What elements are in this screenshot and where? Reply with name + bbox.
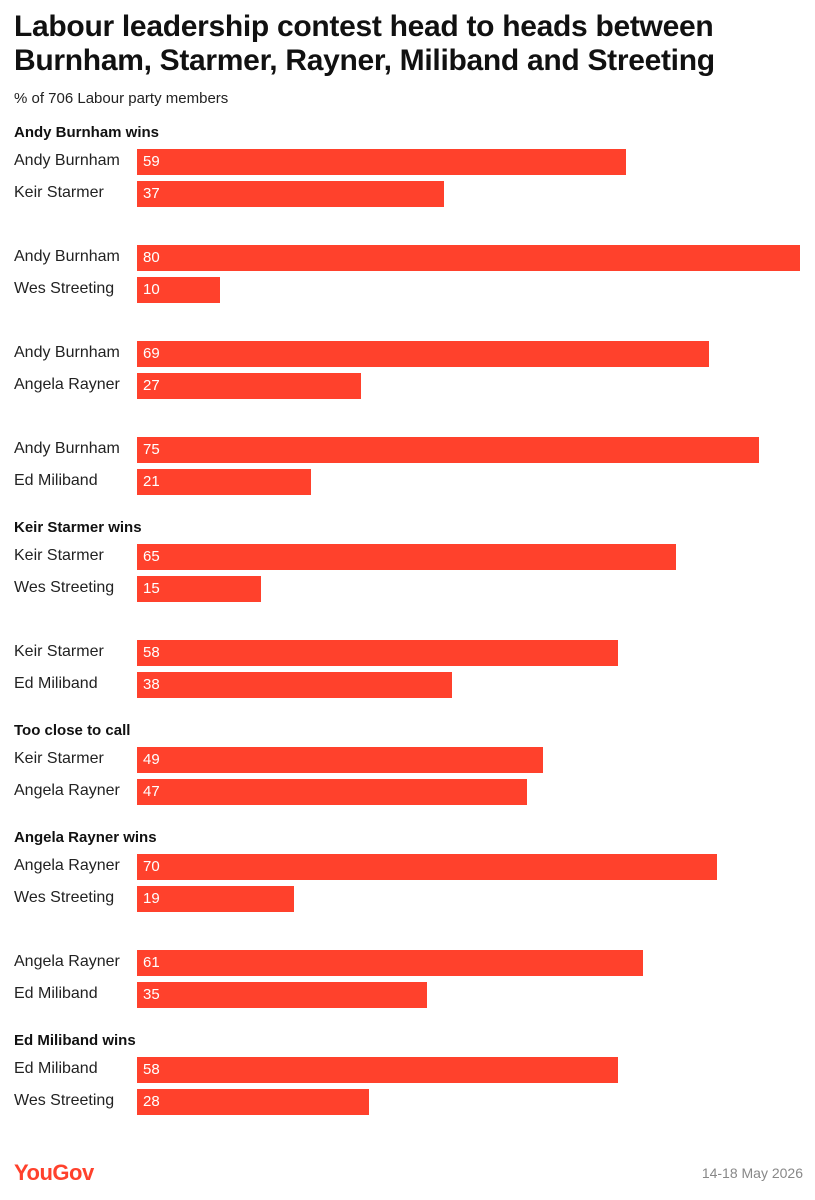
bar-value-label: 37 bbox=[143, 185, 160, 202]
candidate-label: Keir Starmer bbox=[14, 750, 104, 767]
bar bbox=[137, 277, 220, 303]
fieldwork-date: 14-18 May 2026 bbox=[701, 1165, 803, 1181]
bar bbox=[137, 341, 709, 367]
candidate-label: Ed Miliband bbox=[14, 1060, 98, 1077]
candidate-label: Angela Rayner bbox=[14, 857, 120, 874]
bar bbox=[137, 854, 717, 880]
bar bbox=[137, 469, 311, 495]
candidate-label: Wes Streeting bbox=[14, 579, 115, 596]
candidate-label: Keir Starmer bbox=[14, 643, 104, 660]
bar-value-label: 35 bbox=[143, 986, 160, 1003]
group-heading: Keir Starmer wins bbox=[14, 519, 142, 536]
candidate-label: Ed Miliband bbox=[14, 472, 98, 489]
bar-value-label: 80 bbox=[143, 249, 160, 266]
bar-value-label: 27 bbox=[143, 377, 160, 394]
candidate-label: Keir Starmer bbox=[14, 547, 104, 564]
bar-value-label: 38 bbox=[143, 676, 160, 693]
bar-value-label: 65 bbox=[143, 548, 160, 565]
candidate-label: Wes Streeting bbox=[14, 889, 115, 906]
bar bbox=[137, 1089, 369, 1115]
footer: YouGov 14-18 May 2026 bbox=[0, 1150, 815, 1200]
yougov-logo: YouGov bbox=[14, 1160, 94, 1185]
bar-value-label: 10 bbox=[143, 281, 160, 298]
bar bbox=[137, 149, 626, 175]
bar bbox=[137, 640, 618, 666]
bar bbox=[137, 181, 444, 207]
bar-value-label: 47 bbox=[143, 783, 160, 800]
bar bbox=[137, 1057, 618, 1083]
bar bbox=[137, 982, 427, 1008]
group-heading: Too close to call bbox=[14, 722, 131, 739]
bar-value-label: 70 bbox=[143, 858, 160, 875]
candidate-label: Angela Rayner bbox=[14, 953, 120, 970]
bar-value-label: 28 bbox=[143, 1093, 160, 1110]
candidate-label: Keir Starmer bbox=[14, 184, 104, 201]
candidate-label: Wes Streeting bbox=[14, 1092, 115, 1109]
candidate-label: Angela Rayner bbox=[14, 376, 120, 393]
bar-value-label: 58 bbox=[143, 1061, 160, 1078]
bar-value-label: 69 bbox=[143, 345, 160, 362]
candidate-label: Wes Streeting bbox=[14, 280, 115, 297]
bar bbox=[137, 747, 543, 773]
bar bbox=[137, 576, 261, 602]
candidate-label: Andy Burnham bbox=[14, 248, 120, 265]
bar bbox=[137, 886, 294, 912]
bar bbox=[137, 950, 643, 976]
bar-value-label: 15 bbox=[143, 580, 160, 597]
bar bbox=[137, 672, 452, 698]
candidate-label: Andy Burnham bbox=[14, 440, 120, 457]
bar bbox=[137, 373, 361, 399]
bar-value-label: 21 bbox=[143, 473, 160, 490]
bar bbox=[137, 544, 676, 570]
candidate-label: Angela Rayner bbox=[14, 782, 120, 799]
bar bbox=[137, 779, 527, 805]
bar-value-label: 75 bbox=[143, 441, 160, 458]
group-heading: Ed Miliband wins bbox=[14, 1032, 136, 1049]
bar-value-label: 61 bbox=[143, 954, 160, 971]
group-heading: Andy Burnham wins bbox=[14, 124, 160, 141]
bar bbox=[137, 245, 800, 271]
candidate-label: Andy Burnham bbox=[14, 152, 120, 169]
group-heading: Angela Rayner wins bbox=[14, 829, 157, 846]
bar-value-label: 59 bbox=[143, 153, 160, 170]
chart-subtitle: % of 706 Labour party members bbox=[14, 90, 229, 107]
candidate-label: Ed Miliband bbox=[14, 985, 98, 1002]
bar bbox=[137, 437, 759, 463]
chart-title: Labour leadership contest head to heads … bbox=[14, 10, 715, 77]
bar-value-label: 58 bbox=[143, 644, 160, 661]
candidate-label: Andy Burnham bbox=[14, 344, 120, 361]
bar-value-label: 49 bbox=[143, 751, 160, 768]
candidate-label: Ed Miliband bbox=[14, 675, 98, 692]
bar-value-label: 19 bbox=[143, 890, 160, 907]
